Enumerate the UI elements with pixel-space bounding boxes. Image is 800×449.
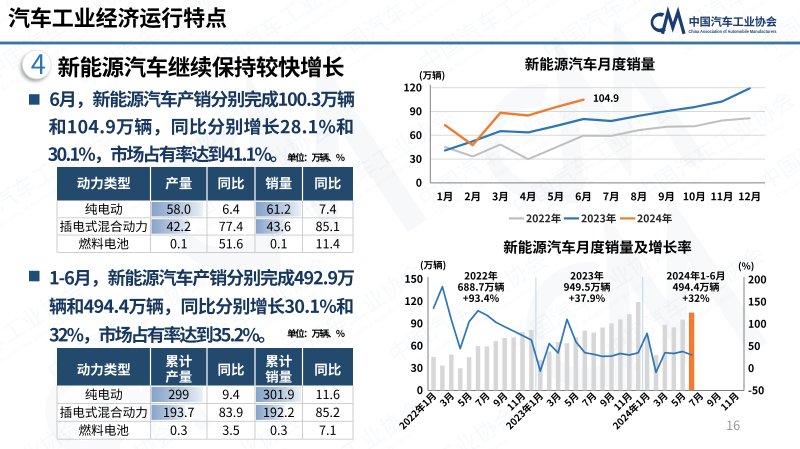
svg-text:China Association of Automobil: China Association of Automobile Manufact… bbox=[689, 29, 778, 34]
